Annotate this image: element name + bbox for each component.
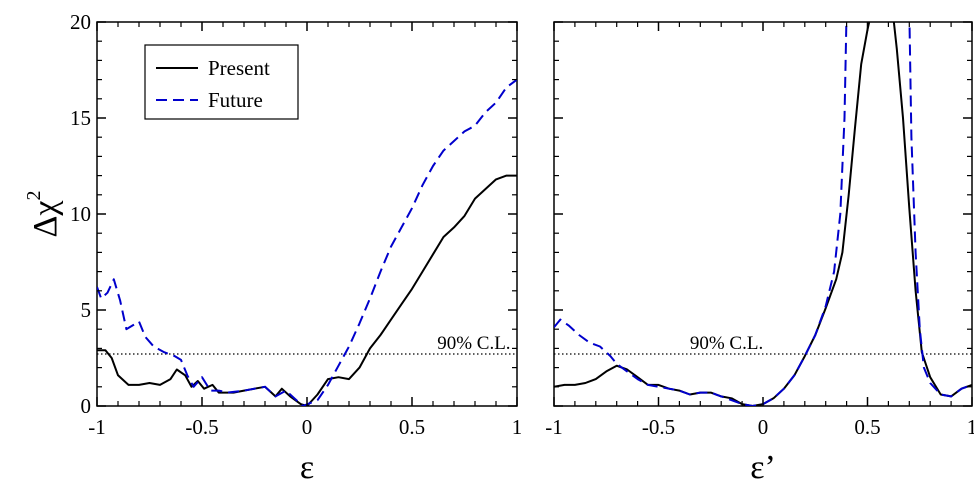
left-x-tick-label: -0.5 [185, 415, 218, 439]
y-tick-label: 0 [81, 394, 92, 418]
left-x-tick-label: 0.5 [399, 415, 425, 439]
right-ticks: -1 -0.5 0 0.5 1 [545, 21, 974, 439]
right-x-tick-label: -1 [545, 415, 563, 439]
y-tick-label: 15 [70, 106, 91, 130]
legend: Present Future [144, 44, 299, 120]
y-tick-label: 20 [70, 10, 91, 34]
right-cl-label: 90% C.L. [690, 333, 763, 354]
left-series-group [97, 78, 517, 406]
y-axis-label: Δχ2 [23, 191, 64, 238]
right-series-group [554, 22, 972, 406]
right-panel: 90% C.L. -1 -0.5 0 0.5 1 ε’ [545, 21, 974, 486]
right-x-tick-label: 0.5 [854, 415, 880, 439]
right-x-axis-label: ε’ [750, 449, 776, 486]
left-x-axis-label: ε [300, 449, 314, 486]
y-tick-label: 5 [81, 298, 92, 322]
left-cl-label: 90% C.L. [437, 333, 510, 354]
y-tick-label: 10 [70, 202, 91, 226]
right-x-tick-label: 1 [967, 415, 974, 439]
left-x-tick-label: 1 [512, 415, 523, 439]
right-future-series-line [554, 22, 972, 406]
right-x-tick-label: -0.5 [642, 415, 675, 439]
left-x-tick-label: 0 [302, 415, 313, 439]
y-axis-label-superscript: 2 [23, 191, 45, 201]
left-future-series-line [97, 78, 517, 406]
left-present-series-line [97, 174, 517, 406]
left-x-tick-label: -1 [88, 415, 106, 439]
svg-text:Δχ2: Δχ2 [23, 191, 64, 238]
legend-label-present: Present [208, 56, 270, 80]
legend-box [144, 44, 299, 120]
right-x-tick-label: 0 [758, 415, 769, 439]
legend-label-future: Future [208, 88, 263, 112]
y-axis-label-main: Δχ [27, 201, 64, 238]
